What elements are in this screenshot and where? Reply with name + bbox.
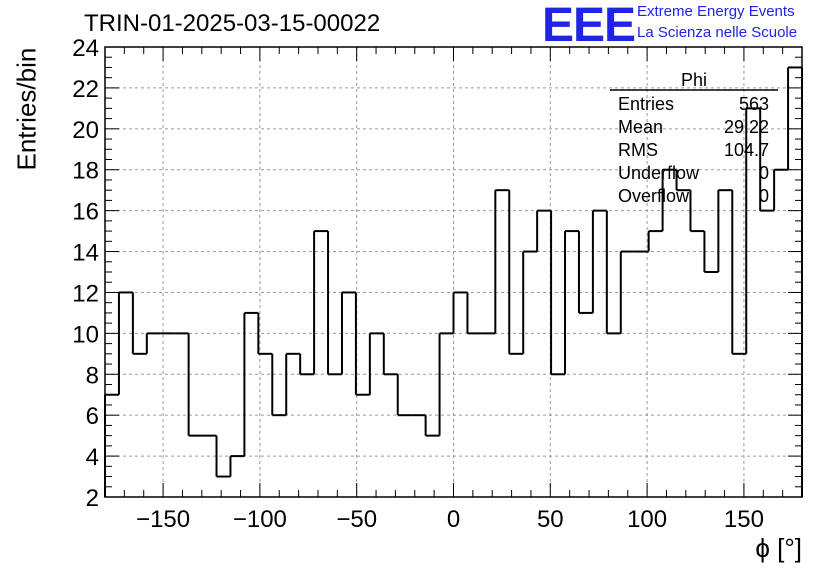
y-tick-label: 14 — [72, 240, 99, 267]
y-tick-label: 2 — [86, 485, 99, 512]
stats-row-value: 0 — [759, 186, 769, 206]
x-tick-label: −50 — [336, 506, 377, 533]
y-tick-label: 24 — [72, 35, 99, 62]
stats-row-label: Mean — [618, 117, 663, 137]
run-title: TRIN-01-2025-03-15-00022 — [84, 10, 381, 37]
y-tick-label: 22 — [72, 76, 99, 103]
stats-box: Phi Entries 563 Mean 29.22 RMS 104.7 Underflow 0… — [610, 70, 778, 206]
x-axis-label: ϕ [°] — [755, 533, 802, 563]
logo-subtitle-line2: La Scienza nelle Scuole — [637, 24, 798, 41]
stats-row-value: 104.7 — [724, 140, 769, 160]
y-tick-label: 18 — [72, 158, 99, 185]
logo-subtitle-line1: Extreme Energy Events — [637, 3, 795, 20]
stats-row-value: 29.22 — [724, 117, 769, 137]
stats-row-value: 563 — [739, 94, 769, 114]
stats-row-label: Overflow — [618, 186, 690, 206]
x-tick-label: −100 — [233, 506, 287, 533]
grid-lines — [105, 47, 802, 497]
y-tick-label: 8 — [86, 362, 99, 389]
y-tick-label: 10 — [72, 321, 99, 348]
y-tick-label: 16 — [72, 199, 99, 226]
stats-row-label: RMS — [618, 140, 658, 160]
stats-title: Phi — [681, 70, 707, 90]
x-tick-label: 100 — [627, 506, 667, 533]
x-tick-label: 150 — [724, 506, 764, 533]
stats-row-label: Entries — [618, 94, 674, 114]
y-tick-label: 4 — [86, 444, 99, 471]
y-tick-label: 6 — [86, 403, 99, 430]
x-tick-label: −150 — [136, 506, 190, 533]
y-tick-label: 12 — [72, 280, 99, 307]
x-tick-label: 50 — [537, 506, 564, 533]
stats-row-label: Underflow — [618, 163, 700, 183]
x-tick-label: 0 — [447, 506, 460, 533]
eee-logo: EEE — [542, 0, 636, 52]
stats-row-value: 0 — [759, 163, 769, 183]
y-tick-label: 20 — [72, 117, 99, 144]
